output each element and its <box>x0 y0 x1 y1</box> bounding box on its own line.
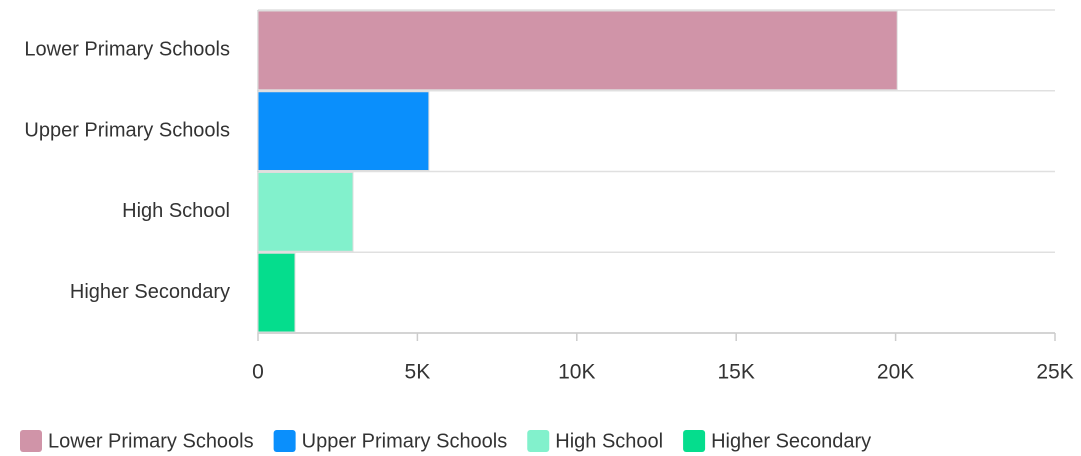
x-tick-label: 0 <box>252 361 264 384</box>
bar <box>257 10 898 91</box>
legend-label: Higher Secondary <box>711 430 871 452</box>
legend-swatch <box>20 430 42 452</box>
legend-swatch <box>527 430 550 452</box>
y-tick-label: High School <box>122 200 230 222</box>
legend-label: Upper Primary Schools <box>302 430 508 452</box>
y-tick-label: Higher Secondary <box>70 281 230 303</box>
legend-label: High School <box>555 430 663 452</box>
legend-swatch <box>683 430 706 452</box>
legend-swatch <box>273 430 296 452</box>
x-tick-label: 10K <box>558 361 595 384</box>
y-tick-label: Upper Primary Schools <box>24 119 230 141</box>
x-tick-label: 25K <box>1036 361 1073 384</box>
bar <box>257 91 430 171</box>
y-tick-label: Lower Primary Schools <box>24 39 230 61</box>
x-tick-label: 5K <box>405 361 431 384</box>
legend-label: Lower Primary Schools <box>48 430 254 452</box>
x-tick-label: 15K <box>718 361 755 384</box>
bar <box>257 172 354 252</box>
x-tick-label: 20K <box>877 361 914 384</box>
bar <box>257 252 296 333</box>
